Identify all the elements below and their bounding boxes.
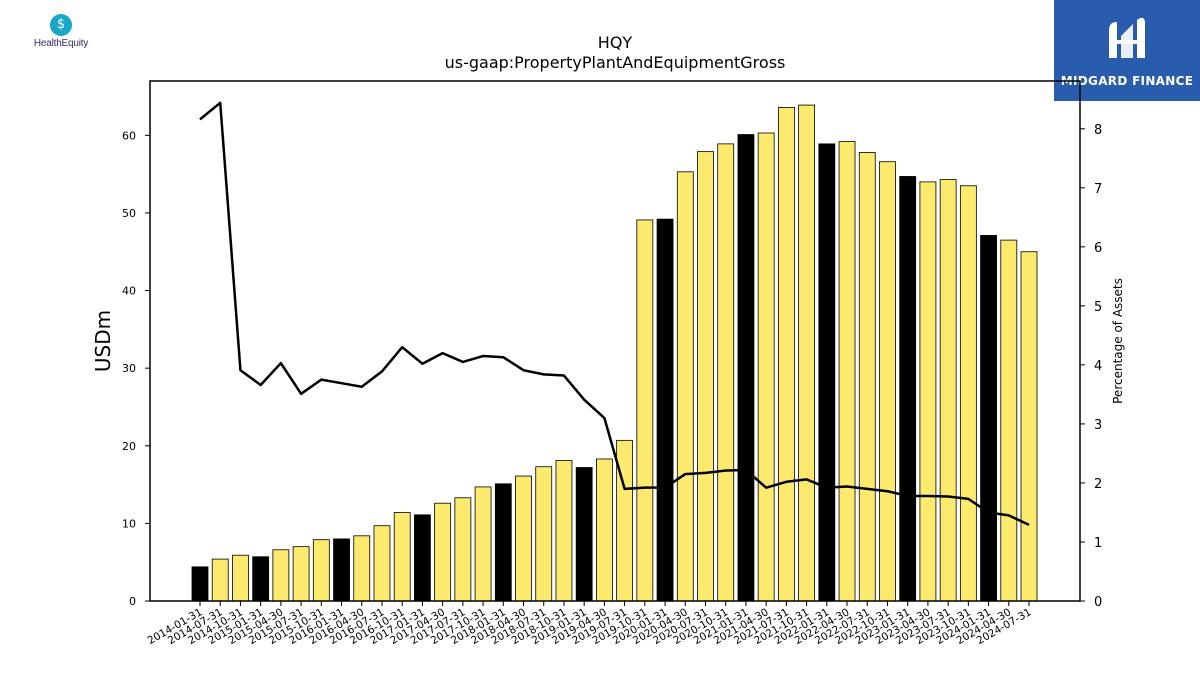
bar-2019-10-31 xyxy=(636,219,654,602)
y-tick-label: 30 xyxy=(122,362,136,375)
chart-title: HQY xyxy=(598,33,633,52)
y2-tick-label: 7 xyxy=(1094,182,1102,197)
bar-2018-07-31 xyxy=(535,466,553,602)
bar-2020-10-31 xyxy=(717,143,735,602)
bar-2018-01-31 xyxy=(494,483,512,602)
bar-2024-07-31 xyxy=(1020,251,1038,602)
y-tick-label: 60 xyxy=(122,129,136,142)
bar-2015-10-31 xyxy=(312,539,330,602)
bar-2016-01-31 xyxy=(333,538,350,602)
y2-tick-label: 2 xyxy=(1094,477,1102,492)
healthequity-logo: $ HealthEquity xyxy=(24,14,98,49)
y-tick-label: 50 xyxy=(122,207,136,220)
bar-2016-04-30 xyxy=(353,535,371,602)
bar-2020-01-31 xyxy=(656,218,674,602)
bar-2018-10-31 xyxy=(555,460,573,602)
bar-2014-01-31 xyxy=(191,566,209,602)
y2-tick-label: 4 xyxy=(1094,359,1102,374)
bar-2023-10-31 xyxy=(959,185,977,602)
plot-frame xyxy=(149,80,1081,602)
y2-tick-label: 6 xyxy=(1094,241,1102,256)
chart-subtitle: us-gaap:PropertyPlantAndEquipmentGross xyxy=(445,53,786,72)
bar-2020-07-31 xyxy=(697,151,714,602)
bar-2017-10-31 xyxy=(474,486,492,602)
midgard-finance-logo: MIDGARD FINANCE xyxy=(1054,0,1200,101)
y-tick-label: 10 xyxy=(122,517,136,530)
bar-2016-10-31 xyxy=(393,512,411,602)
bar-2017-07-31 xyxy=(454,497,472,602)
y2-tick-label: 3 xyxy=(1094,418,1102,433)
y-axis-label: USDm xyxy=(91,310,115,372)
midgard-mark-icon xyxy=(1109,17,1145,58)
line-group xyxy=(199,101,1030,526)
bar-2024-04-30 xyxy=(1000,239,1018,602)
y-tick-label: 0 xyxy=(129,595,136,608)
y-axis-right: 0 1 2 3 4 5 6 7 8 xyxy=(1080,123,1102,610)
x-axis: 2014-01-312014-07-312014-10-312015-01-31… xyxy=(146,601,1034,647)
bar-2021-01-31 xyxy=(737,134,755,602)
y-tick-label: 20 xyxy=(122,440,136,453)
bar-2023-04-30 xyxy=(919,181,937,602)
bar-2014-07-31 xyxy=(211,558,229,602)
bar-2021-07-31 xyxy=(777,106,795,602)
bar-2019-07-31 xyxy=(616,439,634,602)
bar-2014-10-31 xyxy=(232,554,249,602)
bar-2022-10-31 xyxy=(879,161,896,602)
bars-group xyxy=(191,104,1038,602)
y2-tick-label: 1 xyxy=(1094,536,1102,551)
bar-2023-01-31 xyxy=(899,176,917,602)
bar-2020-04-30 xyxy=(676,171,694,602)
bar-2016-07-31 xyxy=(373,525,391,602)
bar-2015-04-30 xyxy=(272,549,290,602)
bar-2023-07-31 xyxy=(939,179,957,602)
bar-2021-10-31 xyxy=(798,104,815,602)
bar-2015-07-31 xyxy=(292,546,310,602)
bar-2022-04-30 xyxy=(838,141,856,602)
logo-mark-icon: $ xyxy=(50,14,72,36)
bar-2019-01-31 xyxy=(575,467,593,602)
y-tick-label: 40 xyxy=(122,285,136,298)
logo-left-text: HealthEquity xyxy=(33,38,89,49)
bar-2017-04-30 xyxy=(434,502,452,602)
logo-right-text: MIDGARD FINANCE xyxy=(1060,74,1194,88)
bar-2024-01-31 xyxy=(980,235,997,602)
bar-2021-04-30 xyxy=(757,132,775,602)
y2-tick-label: 8 xyxy=(1094,123,1102,138)
bar-2022-07-31 xyxy=(858,151,876,602)
line-percentage-of-assets xyxy=(199,101,1030,526)
bar-2019-04-30 xyxy=(596,458,613,602)
bar-2017-01-31 xyxy=(414,514,431,602)
bar-2018-04-30 xyxy=(515,475,532,602)
y2-tick-label: 5 xyxy=(1094,300,1102,315)
bar-2022-01-31 xyxy=(818,143,836,602)
bar-2015-01-31 xyxy=(252,556,270,602)
y2-tick-label: 0 xyxy=(1094,595,1102,610)
y2-axis-label: Percentage of Assets xyxy=(1111,278,1125,404)
y-axis-left: 0 10 20 30 40 50 60 xyxy=(122,129,150,608)
